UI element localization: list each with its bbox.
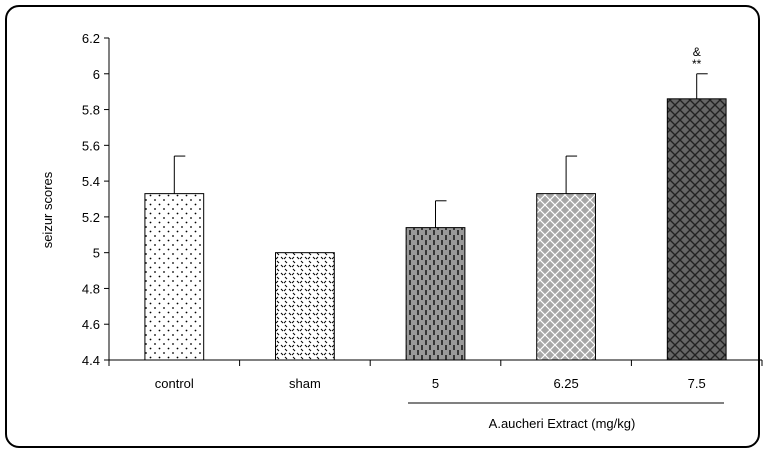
bar-sham	[276, 253, 335, 360]
group-label: A.aucheri Extract (mg/kg)	[489, 416, 636, 431]
y-axis-label: seizur scores	[40, 171, 55, 248]
y-tick-label: 5.6	[82, 138, 100, 153]
x-category-label: control	[155, 376, 194, 391]
y-tick-label: 5	[93, 246, 100, 261]
bar-control	[145, 194, 204, 360]
y-tick-label: 4.4	[82, 353, 100, 368]
y-tick-label: 4.8	[82, 281, 100, 296]
significance-annotation: **	[692, 57, 702, 71]
bar-6.25	[537, 194, 596, 360]
x-axis-labels: control sham 5 6.25 7.5	[109, 360, 762, 391]
y-axis-ticks: 4.4 4.6 4.8 5 5.2 5.4 5.6 5.8 6 6.2	[82, 31, 109, 368]
x-category-label: 7.5	[688, 376, 706, 391]
bars: &**	[145, 45, 726, 360]
y-tick-label: 4.6	[82, 317, 100, 332]
y-tick-label: 6.2	[82, 31, 100, 46]
bar-5	[406, 228, 465, 360]
y-tick-label: 5.2	[82, 210, 100, 225]
bar-7.5	[667, 99, 726, 360]
y-tick-label: 5.4	[82, 174, 100, 189]
x-category-label: 5	[432, 376, 439, 391]
y-tick-label: 5.8	[82, 103, 100, 118]
x-category-label: sham	[289, 376, 321, 391]
x-category-label: 6.25	[553, 376, 578, 391]
y-tick-label: 6	[93, 67, 100, 82]
